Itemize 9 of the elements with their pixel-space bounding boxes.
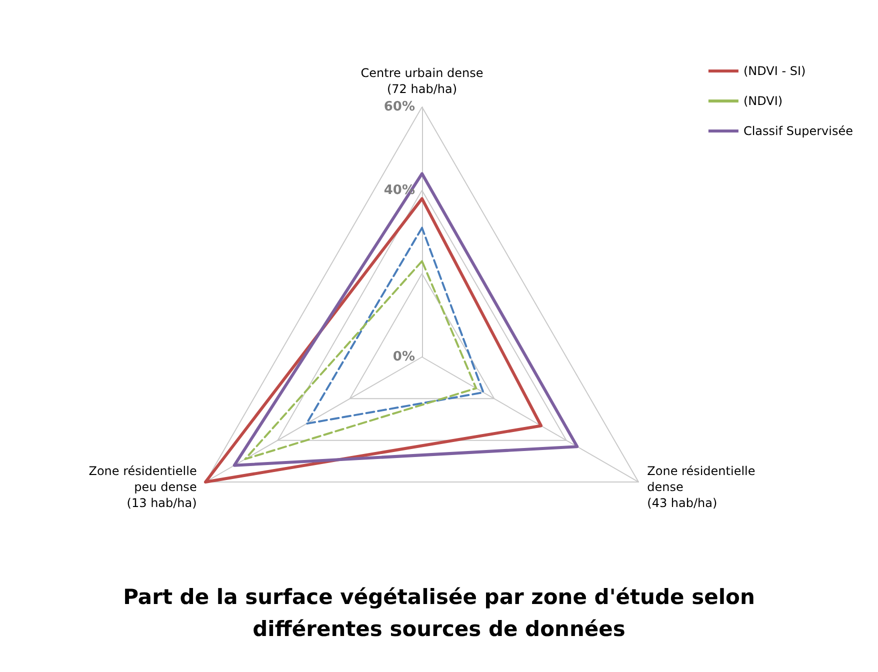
spoke-label: Zone résidentielle peu dense (13 hab/ha) — [88, 464, 197, 510]
spoke-label: Zone résidentielle dense (43 hab/ha) — [647, 464, 756, 510]
legend-label: (NDVI - SI) — [743, 64, 806, 78]
legend-label: Classif Supervisée — [743, 124, 854, 138]
y-tick-label: 0% — [392, 350, 415, 364]
text: Part de la surface végétalisée par zone d'étude selon différentes sources de données — [123, 585, 755, 641]
spoke-label: Centre urbain dense (72 hab/ha) — [360, 66, 484, 96]
legend-label: (NDVI) — [743, 94, 783, 108]
y-tick-label: 60% — [384, 100, 415, 114]
